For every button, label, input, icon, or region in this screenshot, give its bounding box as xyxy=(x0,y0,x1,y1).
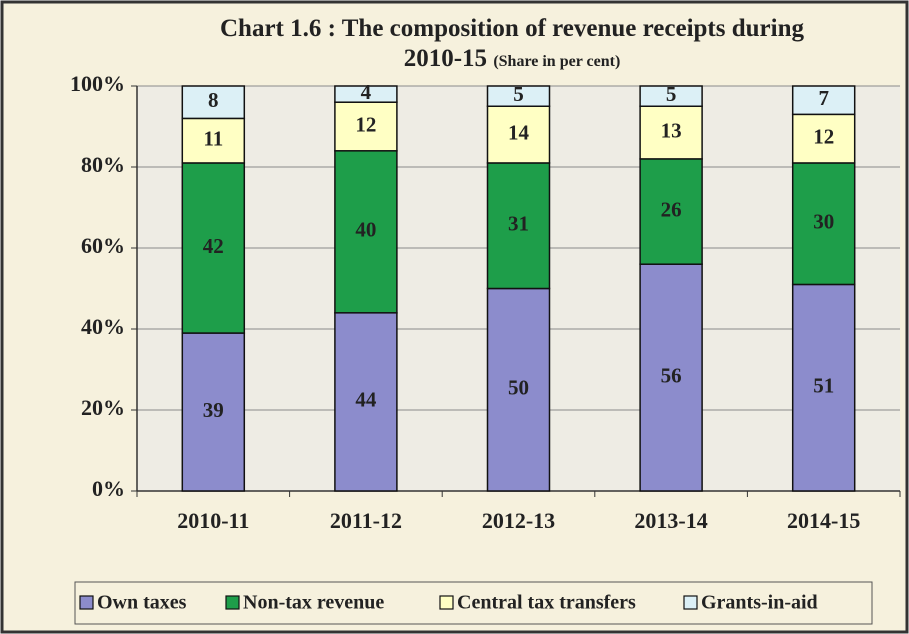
bar-segment xyxy=(639,263,703,492)
data-label: 13 xyxy=(661,118,682,142)
bar-segment xyxy=(791,85,856,116)
y-tick-label: 40% xyxy=(81,314,125,339)
legend-swatch xyxy=(683,595,698,610)
chart-title: Chart 1.6 : The composition of revenue r… xyxy=(192,14,832,77)
title-text: Chart 1.6 : The composition of revenue r… xyxy=(219,15,804,72)
y-tick-label: 80% xyxy=(81,152,125,177)
bar-segment xyxy=(791,283,856,492)
x-tick-label: 2013-14 xyxy=(634,508,707,533)
bar-segment xyxy=(639,85,703,107)
legend-swatch xyxy=(79,595,94,610)
x-tick-label: 2011-12 xyxy=(330,508,402,533)
data-label: 39 xyxy=(203,398,224,422)
x-tick-label: 2014-15 xyxy=(787,508,860,533)
legend-swatch xyxy=(439,595,454,610)
subtitle: (Share in per cent) xyxy=(493,53,621,70)
data-label: 30 xyxy=(813,210,834,234)
data-label: 51 xyxy=(813,374,834,398)
data-label: 40 xyxy=(355,218,376,242)
data-label: 5 xyxy=(666,82,677,106)
bar-segment xyxy=(486,85,551,107)
bar-segment xyxy=(639,158,703,265)
y-tick-label: 0% xyxy=(92,476,125,501)
data-label: 5 xyxy=(513,82,524,106)
data-label: 7 xyxy=(818,86,829,110)
y-tick-label: 60% xyxy=(81,233,125,258)
data-label: 26 xyxy=(661,197,682,221)
data-label: 56 xyxy=(661,363,682,387)
legend-label: Grants-in-aid xyxy=(701,592,818,614)
legend-label: Own taxes xyxy=(97,592,187,614)
bar-segment xyxy=(639,105,703,160)
data-label: 42 xyxy=(203,234,224,258)
bar-segment xyxy=(181,117,246,164)
bar-segment xyxy=(334,312,398,492)
y-tick-label: 100% xyxy=(70,71,125,96)
legend-box xyxy=(74,581,873,625)
data-label: 44 xyxy=(355,388,377,412)
legend-swatch xyxy=(225,595,240,610)
data-label: 8 xyxy=(208,88,219,112)
data-label: 50 xyxy=(508,376,529,400)
data-label: 14 xyxy=(508,120,530,144)
data-label: 11 xyxy=(203,126,223,150)
data-label: 12 xyxy=(813,124,834,148)
bar-segment xyxy=(181,162,246,334)
x-tick-label: 2012-13 xyxy=(482,508,555,533)
x-tick-label: 2010-11 xyxy=(177,508,249,533)
bar-segment xyxy=(334,150,398,314)
data-label: 31 xyxy=(508,212,529,236)
legend-label: Non-tax revenue xyxy=(243,592,384,614)
data-label: 4 xyxy=(361,80,372,104)
bar-segment xyxy=(791,162,856,286)
bar-segment xyxy=(334,85,398,103)
data-label: 12 xyxy=(355,112,376,136)
legend-label: Central tax transfers xyxy=(457,592,636,614)
y-tick-label: 20% xyxy=(81,395,125,420)
bar-segment xyxy=(181,85,246,120)
bar-segment xyxy=(486,287,551,492)
